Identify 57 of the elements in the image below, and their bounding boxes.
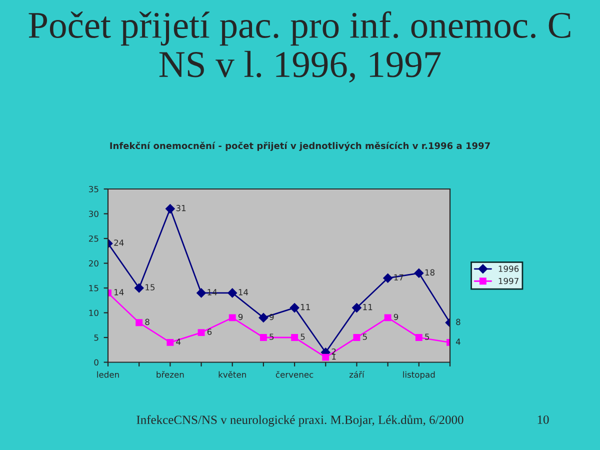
y-tick-label: 5 — [94, 334, 98, 341]
data-label: 9 — [270, 314, 274, 320]
point — [291, 334, 298, 341]
point — [384, 314, 392, 322]
point — [228, 314, 236, 322]
data-label: 6 — [207, 328, 212, 335]
point — [134, 283, 144, 293]
data-label: 15 — [146, 284, 155, 290]
x-tick-label: červenec — [276, 370, 314, 378]
y-tick-label: 35 — [89, 186, 98, 192]
point — [352, 303, 362, 312]
data-label: 11 — [363, 304, 372, 310]
point — [166, 338, 174, 346]
x-tick-label: leden — [97, 371, 119, 378]
point — [196, 288, 206, 298]
x-tick-label: listopad — [403, 371, 435, 380]
data-label: 9 — [238, 314, 243, 320]
x-tick-label: březen — [156, 370, 184, 378]
point — [258, 313, 268, 322]
x-tick-label: září — [349, 370, 365, 378]
data-label: 9 — [394, 314, 398, 320]
point — [290, 303, 300, 312]
point — [260, 334, 267, 341]
point — [414, 268, 424, 278]
data-label: 14 — [238, 289, 248, 296]
point — [198, 329, 205, 336]
point — [136, 319, 143, 326]
point — [415, 334, 422, 341]
x-tick-label: květen — [218, 370, 246, 378]
chart-title: Počet přijetí pac. pro inf. onemoc. C NS v l. 1996, 1997 — [28, 11, 570, 83]
data-label: 5 — [300, 334, 305, 340]
point — [166, 204, 175, 214]
legend-label: 1997 — [498, 278, 518, 284]
point — [353, 334, 360, 341]
data-label: 31 — [176, 204, 186, 212]
legend-label: 1996 — [498, 266, 519, 272]
y-tick-label: 30 — [89, 210, 98, 218]
y-tick-label: 10 — [89, 310, 98, 316]
data-label: 4 — [456, 338, 460, 345]
y-tick-label: 0 — [94, 359, 98, 366]
text: 10 — [538, 415, 549, 424]
data-label: 8 — [145, 318, 150, 326]
data-label: 24 — [114, 240, 124, 246]
point — [383, 273, 392, 283]
y-tick-label: 15 — [89, 285, 98, 292]
chart-subtitle: Infekční onemocnění - počet přijetí v jednotlivých měsících v r.1996 a 1997 — [110, 142, 490, 151]
data-label: 5 — [270, 334, 274, 340]
data-label: 8 — [456, 318, 460, 326]
data-label: 5 — [362, 334, 367, 340]
text: InfekceCNS/NS v neurologické praxi. M.Bojar, Lék.dům, 6/2000 — [136, 414, 464, 427]
y-tick-label: 20 — [88, 260, 98, 267]
data-label: 14 — [114, 289, 124, 296]
point — [322, 354, 330, 361]
data-label: 18 — [425, 269, 434, 276]
y-tick-label: 25 — [88, 235, 98, 242]
data-label: 11 — [301, 304, 310, 310]
point — [228, 288, 237, 298]
